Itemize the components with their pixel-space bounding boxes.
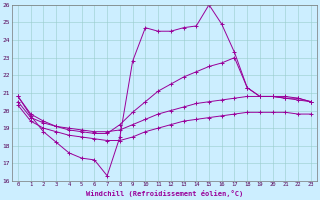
X-axis label: Windchill (Refroidissement éolien,°C): Windchill (Refroidissement éolien,°C) [86, 190, 243, 197]
